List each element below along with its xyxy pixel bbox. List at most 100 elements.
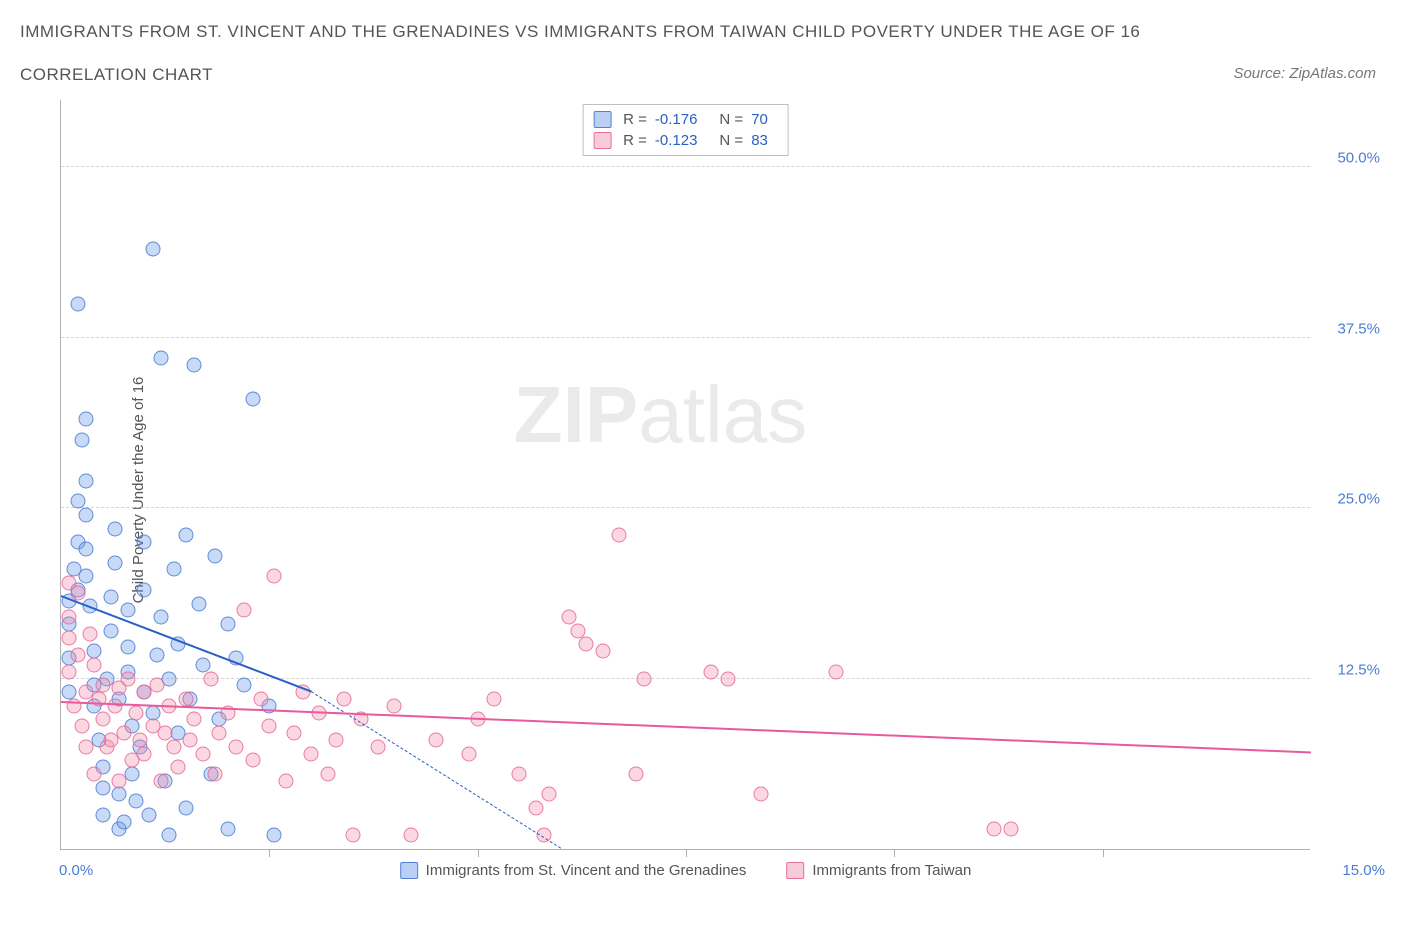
scatter-point xyxy=(112,773,127,788)
legend-stats-box: R = -0.176 N = 70 R = -0.123 N = 83 xyxy=(582,104,789,156)
scatter-point xyxy=(387,698,402,713)
scatter-point xyxy=(245,753,260,768)
y-tick-label: 12.5% xyxy=(1337,661,1380,678)
x-origin-label: 0.0% xyxy=(59,862,93,879)
legend-bottom: Immigrants from St. Vincent and the Gren… xyxy=(400,862,972,879)
scatter-point xyxy=(987,821,1002,836)
x-max-label: 15.0% xyxy=(1342,862,1385,879)
scatter-point xyxy=(137,535,152,550)
scatter-point xyxy=(266,828,281,843)
y-tick-label: 37.5% xyxy=(1337,320,1380,337)
n-label: N = xyxy=(719,111,743,128)
scatter-point xyxy=(137,582,152,597)
scatter-point xyxy=(237,678,252,693)
scatter-point xyxy=(541,787,556,802)
scatter-point xyxy=(229,739,244,754)
chart-subtitle: CORRELATION CHART xyxy=(20,65,213,85)
scatter-point xyxy=(629,767,644,782)
scatter-point xyxy=(179,801,194,816)
scatter-point xyxy=(83,626,98,641)
grid-line xyxy=(61,507,1310,508)
scatter-point xyxy=(95,780,110,795)
scatter-point xyxy=(108,555,123,570)
scatter-point xyxy=(62,664,77,679)
scatter-point xyxy=(137,746,152,761)
scatter-point xyxy=(95,678,110,693)
x-tick xyxy=(478,849,479,857)
chart-title: IMMIGRANTS FROM ST. VINCENT AND THE GREN… xyxy=(20,22,1140,42)
regression-line-b xyxy=(61,701,1311,753)
scatter-point xyxy=(104,589,119,604)
scatter-point xyxy=(220,617,235,632)
scatter-point xyxy=(237,603,252,618)
source-attribution: Source: ZipAtlas.com xyxy=(1233,65,1376,82)
x-tick xyxy=(686,849,687,857)
scatter-point xyxy=(183,732,198,747)
y-tick-label: 25.0% xyxy=(1337,491,1380,508)
scatter-point xyxy=(262,719,277,734)
scatter-point xyxy=(62,630,77,645)
scatter-point xyxy=(116,814,131,829)
scatter-point xyxy=(70,585,85,600)
n-value-b: 83 xyxy=(751,132,768,149)
scatter-point xyxy=(79,542,94,557)
scatter-point xyxy=(829,664,844,679)
scatter-point xyxy=(154,351,169,366)
scatter-point xyxy=(404,828,419,843)
scatter-point xyxy=(166,739,181,754)
scatter-point xyxy=(1004,821,1019,836)
scatter-point xyxy=(245,392,260,407)
scatter-point xyxy=(720,671,735,686)
x-tick xyxy=(894,849,895,857)
scatter-point xyxy=(74,719,89,734)
chart-container: Child Poverty Under the Age of 16 ZIPatl… xyxy=(50,100,1380,880)
swatch-series-b-icon xyxy=(593,132,611,149)
swatch-series-b-icon xyxy=(786,862,804,879)
watermark-light: atlas xyxy=(638,370,807,459)
scatter-point xyxy=(187,357,202,372)
scatter-point xyxy=(120,603,135,618)
scatter-point xyxy=(191,596,206,611)
scatter-point xyxy=(108,521,123,536)
scatter-point xyxy=(166,562,181,577)
scatter-point xyxy=(195,657,210,672)
scatter-point xyxy=(204,671,219,686)
scatter-point xyxy=(754,787,769,802)
plot-area: ZIPatlas R = -0.176 N = 70 R = -0.123 N … xyxy=(60,100,1310,850)
scatter-point xyxy=(370,739,385,754)
scatter-point xyxy=(74,432,89,447)
scatter-point xyxy=(70,296,85,311)
scatter-point xyxy=(95,807,110,822)
scatter-point xyxy=(254,692,269,707)
scatter-point xyxy=(208,767,223,782)
y-tick-label: 50.0% xyxy=(1337,150,1380,167)
legend-stats-row-a: R = -0.176 N = 70 xyxy=(593,109,778,130)
scatter-point xyxy=(154,610,169,625)
r-value-b: -0.123 xyxy=(655,132,698,149)
scatter-point xyxy=(87,657,102,672)
scatter-point xyxy=(462,746,477,761)
scatter-point xyxy=(158,726,173,741)
scatter-point xyxy=(570,623,585,638)
scatter-point xyxy=(149,648,164,663)
scatter-point xyxy=(145,242,160,257)
scatter-point xyxy=(79,507,94,522)
scatter-point xyxy=(529,801,544,816)
scatter-point xyxy=(266,569,281,584)
scatter-point xyxy=(579,637,594,652)
scatter-point xyxy=(562,610,577,625)
scatter-point xyxy=(170,760,185,775)
scatter-point xyxy=(220,821,235,836)
scatter-point xyxy=(108,698,123,713)
x-tick xyxy=(269,849,270,857)
legend-item-a: Immigrants from St. Vincent and the Gren… xyxy=(400,862,747,879)
scatter-point xyxy=(120,671,135,686)
scatter-point xyxy=(79,473,94,488)
scatter-point xyxy=(95,712,110,727)
scatter-point xyxy=(70,648,85,663)
scatter-point xyxy=(179,528,194,543)
scatter-point xyxy=(195,746,210,761)
x-tick xyxy=(1103,849,1104,857)
scatter-point xyxy=(104,623,119,638)
scatter-point xyxy=(129,705,144,720)
